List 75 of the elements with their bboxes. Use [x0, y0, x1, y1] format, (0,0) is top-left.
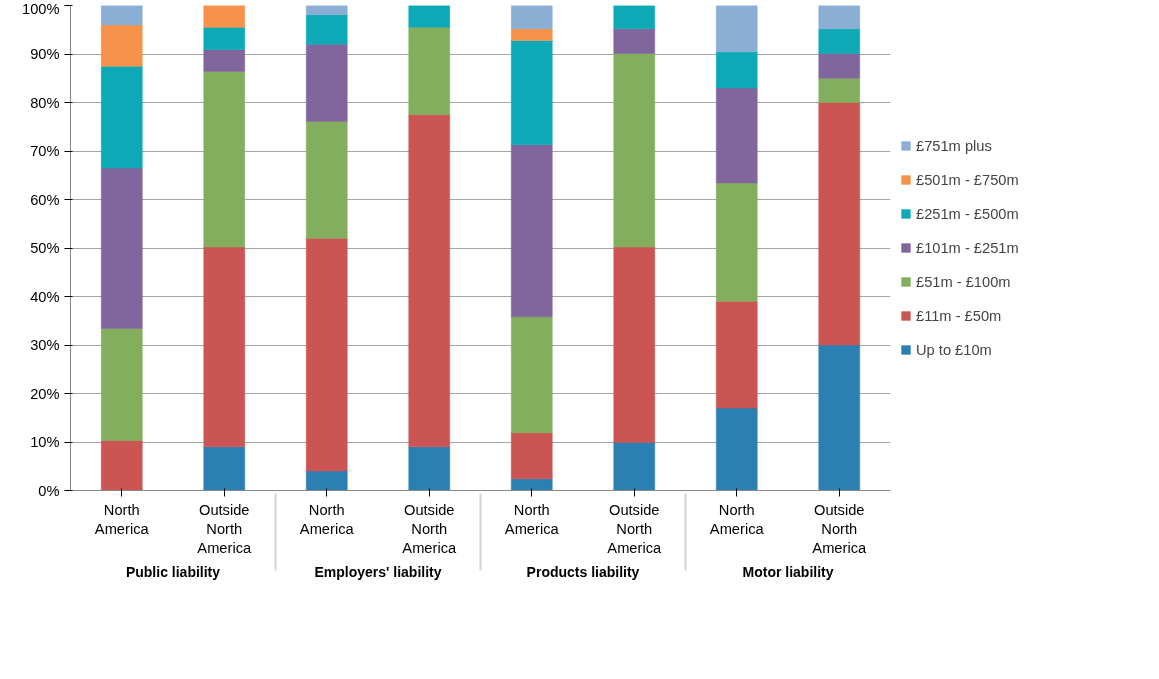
y-tick-label: 90%	[30, 46, 60, 62]
y-tick-label: 0%	[38, 482, 60, 499]
x-tick-label: Outside North America	[402, 501, 457, 556]
bar	[818, 78, 860, 103]
x-tick-label: North America	[709, 501, 765, 537]
bar	[818, 344, 860, 491]
x-tick-label: North America	[299, 501, 355, 537]
legend-label: Up to £10m	[916, 341, 992, 358]
text: Products liability	[526, 563, 640, 580]
bar	[613, 246, 655, 443]
bar	[408, 27, 450, 115]
legend-label: £101m - £251m	[916, 239, 1019, 256]
y-tick-label: 50%	[30, 240, 60, 256]
x-tick-label: Outside North America	[812, 501, 867, 556]
bar	[101, 167, 143, 329]
bar	[716, 5, 758, 53]
bar	[818, 28, 860, 54]
y-tick-label: 30%	[30, 337, 60, 353]
bar	[203, 446, 245, 491]
bar	[306, 44, 348, 122]
legend-label: £751m plus	[916, 137, 992, 154]
bar	[101, 328, 143, 441]
bar	[101, 65, 143, 169]
bar	[306, 121, 348, 239]
bar	[511, 5, 553, 30]
y-tick-label: 10%	[30, 434, 60, 450]
text: Employers' liability	[314, 563, 442, 580]
bar	[511, 316, 553, 434]
bar	[306, 14, 348, 45]
legend-label: £501m - £750m	[916, 171, 1019, 188]
bar	[511, 432, 553, 480]
bar	[613, 442, 655, 491]
x-tick-label: Outside North America	[607, 501, 662, 556]
bar	[306, 5, 348, 15]
bar	[101, 24, 143, 67]
y-tick-label: 40%	[30, 288, 60, 305]
text: Public liability	[125, 563, 221, 580]
bar	[818, 102, 860, 346]
bar	[101, 5, 143, 26]
bar	[306, 238, 348, 472]
bar	[716, 87, 758, 184]
legend-label: £251m - £500m	[916, 205, 1019, 222]
bar	[818, 5, 860, 30]
y-tick-label: 70%	[30, 143, 60, 159]
bar	[408, 114, 450, 448]
bar	[203, 27, 245, 50]
bar	[203, 49, 245, 72]
text: Motor liability	[742, 563, 834, 580]
legend-label: £51m - £100m	[916, 273, 1011, 290]
bar	[408, 446, 450, 491]
x-tick-label: Outside North America	[197, 501, 252, 556]
y-tick-label: 80%	[30, 94, 60, 111]
bar	[203, 5, 245, 28]
bar	[408, 5, 450, 28]
y-tick-label: 20%	[30, 385, 60, 402]
x-tick-label: North America	[94, 501, 150, 537]
y-tick-label: 60%	[30, 191, 60, 208]
bar	[716, 182, 758, 302]
bar	[203, 246, 245, 448]
bar	[511, 144, 553, 318]
bar	[818, 53, 860, 79]
bar	[716, 51, 758, 89]
bar	[203, 71, 245, 248]
bar	[306, 470, 348, 491]
bar	[511, 40, 553, 145]
bar	[613, 5, 655, 30]
bar	[511, 28, 553, 41]
bar	[716, 407, 758, 491]
bar	[613, 53, 655, 248]
bar	[613, 28, 655, 54]
legend-label: £11m - £50m	[916, 307, 1002, 324]
bar	[716, 301, 758, 409]
y-tick-label: 100%	[22, 0, 60, 17]
x-tick-label: North America	[504, 501, 560, 537]
bar	[101, 440, 143, 491]
